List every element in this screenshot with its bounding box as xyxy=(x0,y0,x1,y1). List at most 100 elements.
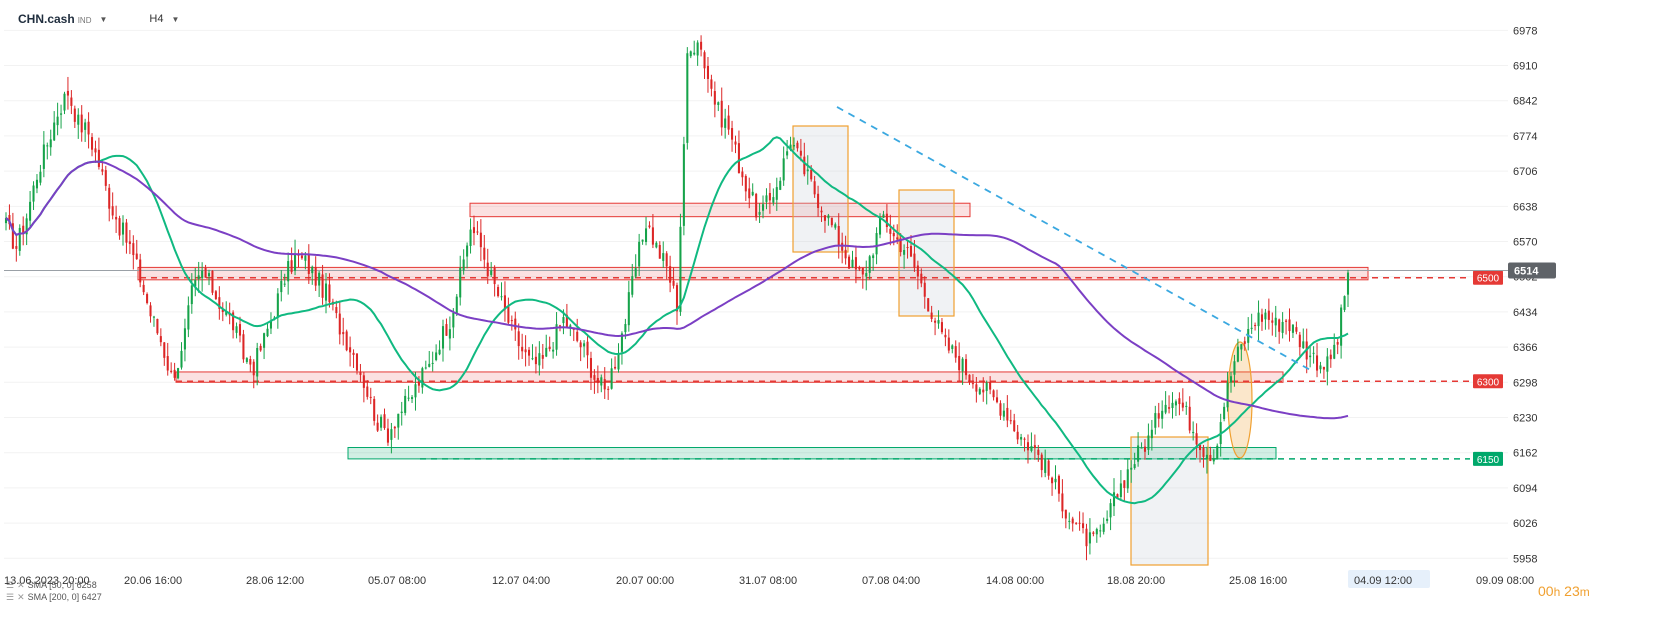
candle-body xyxy=(73,108,76,122)
candle-body xyxy=(909,245,913,257)
candle-body xyxy=(152,316,155,318)
candle-body xyxy=(693,52,696,55)
candle-body xyxy=(658,244,661,259)
moving-averages-layer xyxy=(5,136,1349,505)
x-tick-label: 12.07 04:00 xyxy=(492,575,550,587)
candle-body xyxy=(610,368,613,389)
candle-body xyxy=(466,245,469,257)
candle-body xyxy=(1271,320,1274,323)
y-tick-label: 6706 xyxy=(1513,166,1537,178)
candle-body xyxy=(328,284,331,303)
timeframe-selector[interactable]: H4 xyxy=(149,13,164,25)
candle-body xyxy=(1123,480,1126,488)
x-tick-label: 20.06 16:00 xyxy=(124,575,182,587)
chart-header: CHN.cash IND ▼ H4 ▼ xyxy=(18,9,179,29)
candle-body xyxy=(1095,529,1098,535)
y-tick-label: 6978 xyxy=(1513,25,1537,37)
candle-body xyxy=(225,311,228,315)
candle-body xyxy=(1133,464,1136,469)
close-icon[interactable]: ✕ xyxy=(17,580,25,590)
candle-body xyxy=(280,280,283,293)
candle-body xyxy=(872,255,875,259)
candle-body xyxy=(1171,402,1174,409)
symbol-dropdown-chevron-icon[interactable]: ▼ xyxy=(99,14,108,24)
candle-body xyxy=(376,422,379,431)
candle-body xyxy=(576,331,579,341)
settings-icon[interactable]: ☰ xyxy=(6,592,15,602)
candle-body xyxy=(727,115,730,130)
candle-body xyxy=(734,141,737,145)
candle-body xyxy=(528,349,531,356)
candle-body xyxy=(211,270,214,293)
candle-body xyxy=(486,262,489,277)
candle-body xyxy=(607,388,610,390)
candle-body xyxy=(256,347,259,377)
candle-body xyxy=(1082,523,1085,529)
candle-body xyxy=(1075,522,1078,524)
close-icon[interactable]: ✕ xyxy=(17,592,25,602)
candle-body xyxy=(789,144,792,150)
candle-body xyxy=(978,388,981,395)
candle-body xyxy=(1336,342,1339,345)
candle-body xyxy=(823,215,826,221)
candle-body xyxy=(1109,503,1112,518)
candle-body xyxy=(971,383,974,385)
candle-body xyxy=(545,347,548,357)
candle-body xyxy=(589,358,593,378)
timeframe-dropdown-chevron-icon[interactable]: ▼ xyxy=(171,14,180,24)
candle-body xyxy=(269,320,272,329)
y-tick-label: 6910 xyxy=(1513,61,1537,73)
candle-body xyxy=(459,267,462,298)
level-badge xyxy=(1473,374,1503,389)
candle-body xyxy=(624,324,627,333)
candle-body xyxy=(1192,431,1195,434)
candle-body xyxy=(686,53,689,143)
candle-body xyxy=(1116,494,1119,499)
candle-body xyxy=(304,255,307,261)
candle-body xyxy=(896,237,899,240)
candle-body xyxy=(338,313,341,335)
annotation-ellipse xyxy=(1227,341,1253,459)
candle-body xyxy=(414,384,417,398)
candle-body xyxy=(135,253,138,260)
candle-body xyxy=(118,218,121,236)
candle-body xyxy=(1343,296,1346,310)
candle-body xyxy=(1140,447,1143,449)
candle-body xyxy=(1346,272,1350,295)
candle-body xyxy=(321,274,324,298)
settings-icon[interactable]: ☰ xyxy=(6,580,15,590)
sma50-line xyxy=(5,136,1349,505)
candle-body xyxy=(517,331,520,347)
candle-body xyxy=(682,144,685,226)
candle-body xyxy=(183,328,186,350)
candle-body xyxy=(913,253,916,268)
levels-layer: 6500 6300 6150 xyxy=(4,270,1508,466)
candle-body xyxy=(245,358,248,362)
candle-body xyxy=(493,267,496,285)
symbol-name[interactable]: CHN.cash xyxy=(18,12,75,26)
candle-body xyxy=(552,349,555,352)
candle-body xyxy=(318,272,321,286)
candle-body xyxy=(1071,518,1074,524)
candle-body xyxy=(218,297,221,309)
candle-body xyxy=(858,267,861,270)
y-tick-label: 6638 xyxy=(1513,201,1537,213)
y-tick-label: 6162 xyxy=(1513,448,1537,460)
candle-body xyxy=(1295,327,1298,332)
candle-body xyxy=(97,149,100,167)
y-tick-label: 6298 xyxy=(1513,377,1537,389)
candle-body xyxy=(782,158,785,181)
candle-body xyxy=(999,403,1002,416)
candle-body xyxy=(1068,520,1071,522)
candle-body xyxy=(314,267,317,286)
candle-body xyxy=(1202,447,1205,457)
candle-body xyxy=(1188,406,1191,431)
candle-body xyxy=(108,187,111,209)
candle-body xyxy=(1315,355,1319,371)
candle-body xyxy=(49,139,52,148)
candle-body xyxy=(958,355,961,371)
candle-body xyxy=(1174,401,1177,406)
candle-body xyxy=(1181,402,1184,408)
candle-body xyxy=(63,93,66,111)
